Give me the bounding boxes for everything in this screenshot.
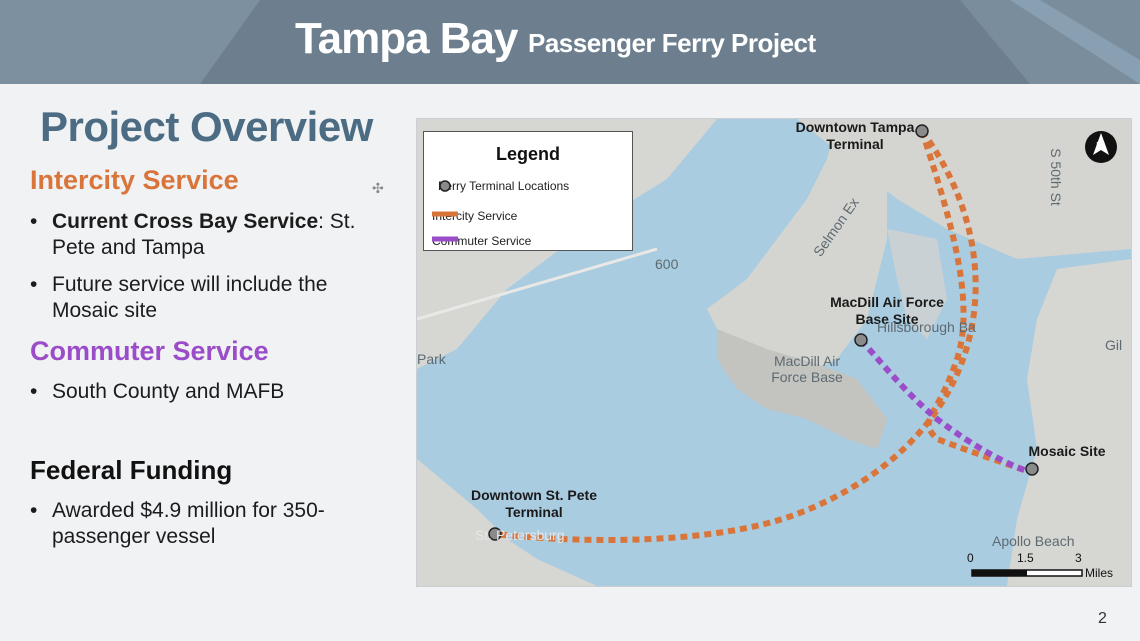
label-stpete-terminal: Downtown St. Pete Terminal xyxy=(471,487,597,520)
orange-line-icon xyxy=(432,211,458,217)
commuter-route xyxy=(858,337,1028,474)
header-title: Tampa Bay xyxy=(295,14,518,63)
legend-item-commuter: Commuter Service xyxy=(432,234,531,248)
label-st-petersburg: St. Petersburg xyxy=(475,527,565,543)
terminal-tampa-dot xyxy=(915,124,929,138)
interbay-peninsula xyxy=(707,119,887,379)
intercity-heading: Intercity Service xyxy=(30,165,239,195)
label-park: Park xyxy=(417,351,446,367)
map-graphic xyxy=(417,119,1131,586)
bullet-text: Awarded $4.9 million for 350-passenger v… xyxy=(52,499,325,548)
terminal-stpete-dot xyxy=(488,527,502,541)
label-50th-street: S 50th St xyxy=(1047,148,1064,206)
macdill-land xyxy=(717,329,887,449)
label-apollo-beach: Apollo Beach xyxy=(992,533,1075,549)
map-legend: Legend Ferry Terminal Locations Intercit… xyxy=(423,131,633,251)
label-gil: Gil xyxy=(1105,337,1123,353)
bullet-dot: • xyxy=(30,210,38,233)
label-hillsborough-bay: Hillsborough Ba xyxy=(877,319,976,335)
page-number: 2 xyxy=(1098,610,1107,627)
funding-heading: Federal Funding xyxy=(30,455,233,485)
scale-unit: Miles xyxy=(1085,566,1114,580)
bullet-bold-text: Current Cross Bay Service xyxy=(52,210,319,233)
purple-line-icon xyxy=(432,236,458,242)
bullet-dot: • xyxy=(30,380,38,403)
scale-label-0: 0 xyxy=(967,551,974,565)
legend-item-terminal: Ferry Terminal Locations xyxy=(438,179,569,193)
overview-title: Project Overview xyxy=(40,103,373,150)
bullet-dot: • xyxy=(30,499,38,522)
header-decoration xyxy=(0,0,1140,84)
scale-label-3: 3 xyxy=(1075,551,1082,565)
label-road-600: 600 xyxy=(655,256,679,272)
ferry-route-map: Legend Ferry Terminal Locations Intercit… xyxy=(416,118,1132,587)
north-label: N xyxy=(1096,139,1106,154)
legend-item-intercity: Intercity Service xyxy=(432,209,517,223)
intercity-route-mosaic xyxy=(919,130,1028,474)
move-cursor-icon: ✣ xyxy=(372,180,384,196)
label-tampa-terminal: Downtown Tampa Terminal xyxy=(795,119,915,152)
label-macdill-site: MacDill Air Force Base Site xyxy=(830,294,944,327)
terminal-macdill-dot xyxy=(854,333,868,347)
commuter-heading: Commuter Service xyxy=(30,336,269,366)
island xyxy=(887,229,947,339)
bullet-dot: • xyxy=(30,273,38,296)
road-600-line xyxy=(417,247,658,321)
label-macdill-base: MacDill Air Force Base xyxy=(771,353,843,385)
terminal-dot-icon xyxy=(439,180,451,192)
label-mosaic-site: Mosaic Site xyxy=(1028,443,1106,459)
southwest-land xyxy=(417,459,597,586)
east-land xyxy=(1007,259,1131,586)
legend-title: Legend xyxy=(495,144,560,164)
bullet-text: South County and MAFB xyxy=(52,380,285,403)
legend-label: Ferry Terminal Locations xyxy=(438,179,570,193)
intercity-route xyxy=(494,129,979,543)
header-banner: Tampa Bay Passenger Ferry Project xyxy=(0,0,1140,84)
header-subtitle: Passenger Ferry Project xyxy=(528,28,816,58)
bullet-text: Future service will include the Mosaic s… xyxy=(52,273,328,322)
terminal-mosaic-dot xyxy=(1025,462,1039,476)
scale-label-1-5: 1.5 xyxy=(1017,551,1034,565)
bullet-text: : St. Pete and Tampa xyxy=(52,210,356,259)
